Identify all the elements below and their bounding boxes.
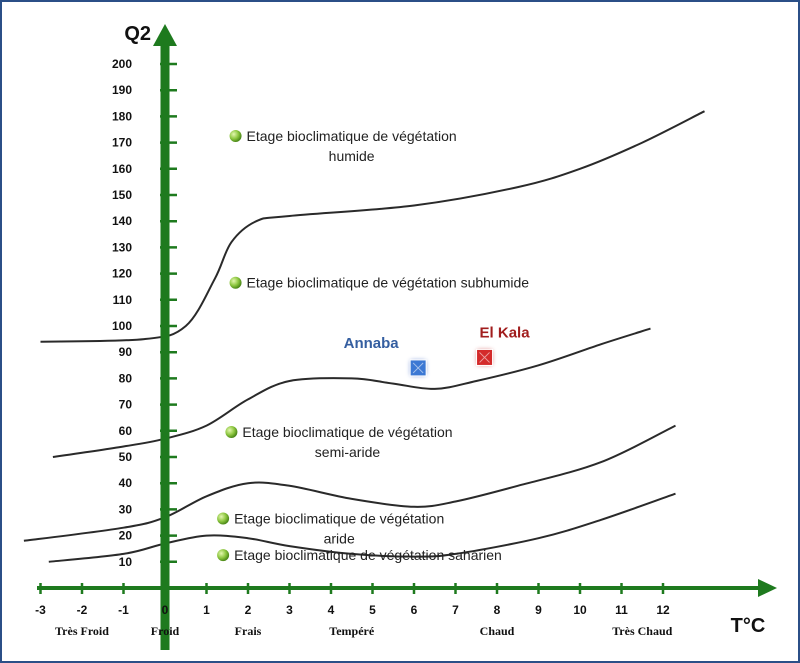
y-tick-label: 100 xyxy=(112,319,132,333)
zone-label: Etage bioclimatique de végétation xyxy=(234,511,444,527)
y-tick-label: 140 xyxy=(112,214,132,228)
x-tick-label: -2 xyxy=(77,603,88,617)
axes xyxy=(37,24,777,650)
zone-bullet-icon xyxy=(225,426,238,439)
temperature-class-label: Très Chaud xyxy=(612,624,672,638)
x-tick-label: 3 xyxy=(286,603,293,617)
y-tick-label: 190 xyxy=(112,83,132,97)
zone-label-line2: semi-aride xyxy=(315,444,381,460)
boundary-curve-3 xyxy=(23,424,676,542)
boundary-curve-1 xyxy=(40,110,705,343)
x-tick-label: 10 xyxy=(573,603,587,617)
zone-bullet-icon xyxy=(217,512,230,525)
y-tick-label: 60 xyxy=(119,424,133,438)
x-tick-label: 4 xyxy=(328,603,335,617)
x-tick-label: 9 xyxy=(535,603,542,617)
temperature-class-label: Chaud xyxy=(480,624,515,638)
stations: Annaba El Kala xyxy=(344,324,531,377)
x-axis-arrowhead xyxy=(758,579,777,597)
x-tick-label: -3 xyxy=(35,603,46,617)
zone-label: Etage bioclimatique de végétation subhum… xyxy=(247,275,530,291)
temperature-class-label: Tempéré xyxy=(329,624,375,638)
zone-label-line2: aride xyxy=(324,531,355,547)
zone-bullet-icon xyxy=(229,276,242,289)
y-tick-label: 170 xyxy=(112,136,132,150)
x-tick-label: 7 xyxy=(452,603,459,617)
temperature-class-label: Frais xyxy=(235,624,262,638)
zone-label: Etage bioclimatique de végétation xyxy=(247,128,457,144)
x-tick-label: 2 xyxy=(245,603,252,617)
zone-bullet-icon xyxy=(229,129,242,142)
x-tick-label: -1 xyxy=(118,603,129,617)
x-tick-label: 11 xyxy=(615,603,628,617)
x-tick-label: 6 xyxy=(411,603,418,617)
tick-labels: 1020304050607080901001101201301401501601… xyxy=(35,57,672,638)
y-tick-label: 160 xyxy=(112,162,132,176)
y-axis-label: Q2 xyxy=(124,23,151,45)
y-tick-label: 70 xyxy=(119,398,133,412)
y-tick-label: 30 xyxy=(119,502,133,516)
temperature-class-label: Très Froid xyxy=(55,624,109,638)
y-tick-label: 150 xyxy=(112,188,132,202)
x-tick-label: 1 xyxy=(203,603,210,617)
station-marker-cross-icon xyxy=(412,362,424,374)
zone-label: Etage bioclimatique de végétation xyxy=(242,424,452,440)
x-tick-label: 12 xyxy=(656,603,670,617)
x-axis-label: T°C xyxy=(731,615,766,637)
y-tick-label: 10 xyxy=(119,555,133,569)
x-tick-label: 8 xyxy=(494,603,501,617)
y-tick-label: 130 xyxy=(112,240,132,254)
station-label: El Kala xyxy=(480,324,531,341)
y-tick-label: 50 xyxy=(119,450,133,464)
station-marker-cross-icon xyxy=(479,352,490,363)
y-tick-label: 110 xyxy=(113,293,133,307)
x-tick-label: 5 xyxy=(369,603,376,617)
y-tick-label: 120 xyxy=(112,267,132,281)
y-tick-label: 80 xyxy=(119,371,133,385)
zone-labels: Etage bioclimatique de végétation humide E… xyxy=(217,128,529,563)
y-tick-label: 20 xyxy=(119,529,133,543)
y-tick-label: 40 xyxy=(119,476,133,490)
y-axis-arrowhead xyxy=(153,24,177,46)
zone-bullet-icon xyxy=(217,549,230,562)
zone-label-line2: humide xyxy=(329,148,375,164)
zone-label: Etage bioclimatique de végétation sahari… xyxy=(234,547,502,563)
temperature-class-label: Froid xyxy=(151,624,180,638)
y-tick-label: 180 xyxy=(112,109,132,123)
y-tick-label: 90 xyxy=(119,345,133,359)
x-tick-label: 0 xyxy=(162,603,169,617)
y-tick-label: 200 xyxy=(112,57,132,71)
station-label: Annaba xyxy=(344,335,400,352)
